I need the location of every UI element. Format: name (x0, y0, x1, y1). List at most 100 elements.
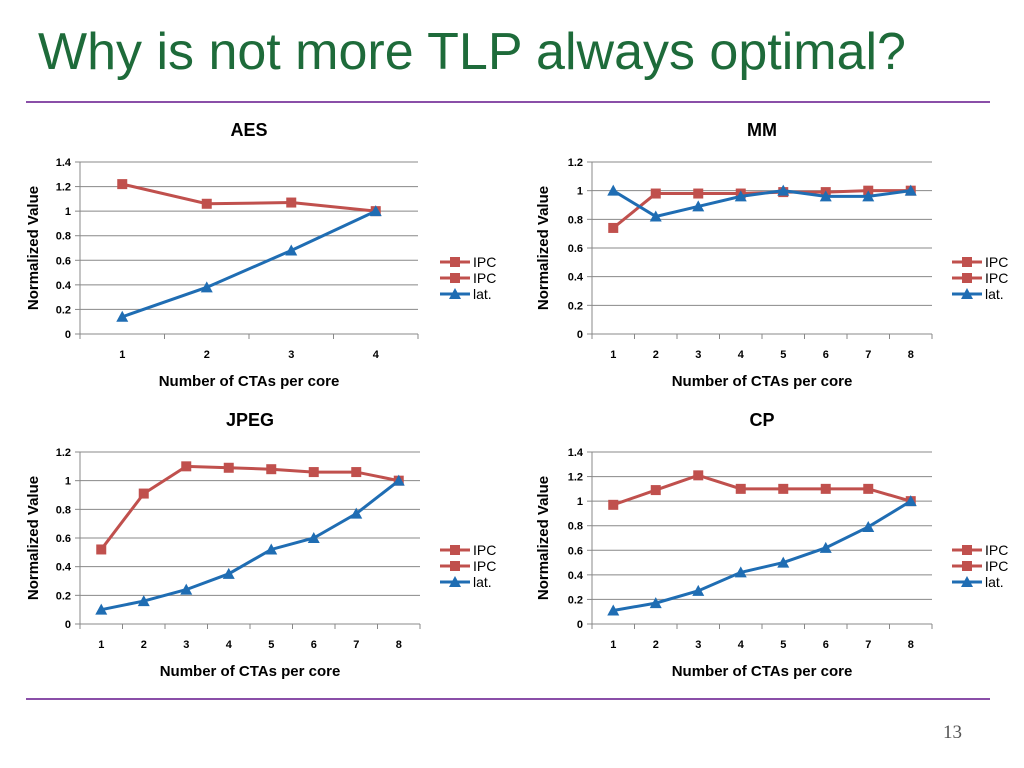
data-point-lat (862, 520, 875, 532)
data-point-lat (819, 190, 832, 202)
data-point-lat (734, 566, 747, 578)
data-point-ipc (863, 483, 874, 494)
y-tick-label: 1.4 (56, 157, 72, 169)
data-point-lat (222, 567, 235, 579)
data-point-lat (116, 310, 129, 322)
legend-label: lat. (985, 574, 1004, 590)
y-tick-label: 0.6 (56, 533, 71, 545)
x-tick-label: 7 (353, 639, 359, 651)
chart-mm: MM 0 0.2 0.4 0.6 0.8 1 1.2 1 2 3 4 5 6 7 8 Number of CTA… (535, 120, 1008, 390)
y-axis-label: Normalized Value (535, 476, 552, 600)
chart-title: MM (747, 120, 777, 140)
x-tick-label: 3 (695, 639, 701, 651)
data-point-ipc (181, 461, 192, 472)
y-tick-label: 0.4 (568, 570, 584, 582)
y-tick-label: 0 (577, 329, 583, 341)
data-point-lat (692, 584, 705, 596)
data-point-lat (904, 495, 917, 507)
x-tick-label: 5 (268, 639, 274, 651)
legend-label: IPC (473, 558, 496, 574)
legend-marker-ipc (962, 561, 972, 571)
data-point-ipc (608, 222, 619, 233)
y-tick-label: 0 (65, 329, 71, 341)
data-point-ipc (735, 483, 746, 494)
data-point-ipc (223, 462, 234, 473)
data-point-ipc (820, 483, 831, 494)
x-axis-label: Number of CTAs per core (672, 663, 853, 680)
legend-label: IPC (473, 542, 496, 558)
data-point-lat (137, 595, 150, 607)
y-tick-label: 1.4 (568, 447, 584, 459)
x-tick-label: 1 (610, 639, 616, 651)
data-point-lat (777, 184, 790, 196)
legend-label: IPC (985, 558, 1008, 574)
y-tick-label: 0.8 (568, 521, 583, 533)
y-tick-label: 0.2 (56, 304, 71, 316)
chart-title: CP (749, 410, 774, 430)
data-point-ipc (96, 544, 107, 555)
x-tick-label: 3 (288, 349, 294, 361)
data-point-ipc (266, 464, 277, 475)
data-point-ipc (138, 488, 149, 499)
data-point-lat (607, 184, 620, 196)
x-tick-label: 2 (653, 639, 659, 651)
data-point-lat (649, 210, 662, 222)
y-axis-label: Normalized Value (25, 186, 42, 310)
data-point-ipc (650, 485, 661, 496)
chart-jpeg: JPEG 0 0.2 0.4 0.6 0.8 1 1.2 1 2 3 4 5 6 7 8 Number of C… (25, 410, 496, 680)
data-point-lat (819, 541, 832, 553)
data-point-lat (649, 597, 662, 609)
y-axis-label: Normalized Value (25, 476, 42, 600)
y-tick-label: 0.2 (56, 590, 71, 602)
legend-marker-lat (961, 576, 973, 587)
y-tick-label: 0.2 (568, 594, 583, 606)
y-tick-label: 1 (65, 476, 71, 488)
data-point-ipc (693, 188, 704, 199)
legend-marker-ipc (962, 545, 972, 555)
x-tick-label: 3 (183, 639, 189, 651)
x-tick-label: 4 (373, 349, 380, 361)
data-point-ipc (608, 499, 619, 510)
data-point-lat (265, 543, 278, 555)
series-line-lat (612, 189, 911, 219)
legend-marker-ipc (450, 545, 460, 555)
data-point-ipc (286, 197, 297, 208)
legend-marker-lat (961, 288, 973, 299)
series-line-lat (612, 499, 912, 612)
x-tick-label: 6 (311, 639, 317, 651)
series-line-ipc (612, 473, 912, 507)
legend-label: lat. (985, 286, 1004, 302)
data-point-lat (307, 532, 320, 543)
legend-label: lat. (473, 574, 492, 590)
legend-label: lat. (473, 286, 492, 302)
legend-marker-ipc (450, 561, 460, 571)
data-point-ipc (778, 483, 789, 494)
legend-label: IPC (473, 254, 496, 270)
y-tick-label: 1.2 (568, 157, 583, 169)
y-tick-label: 1 (577, 496, 583, 508)
x-tick-label: 6 (823, 349, 829, 361)
x-axis-label: Number of CTAs per core (160, 663, 341, 680)
x-axis-label: Number of CTAs per core (672, 373, 853, 390)
legend-label: IPC (985, 542, 1008, 558)
legend-label: IPC (985, 270, 1008, 286)
y-axis-label: Normalized Value (535, 186, 552, 310)
x-tick-label: 4 (738, 639, 745, 651)
top-divider (26, 101, 990, 103)
data-point-ipc (308, 467, 319, 478)
x-tick-label: 4 (226, 639, 233, 651)
x-tick-label: 6 (823, 639, 829, 651)
slide-title: Why is not more TLP always optimal? (38, 23, 906, 81)
legend-marker-lat (449, 576, 461, 587)
y-tick-label: 1.2 (56, 447, 71, 459)
series-line-lat (121, 209, 377, 319)
x-tick-label: 2 (653, 349, 659, 361)
y-tick-label: 0.4 (56, 280, 72, 292)
y-tick-label: 1.2 (568, 472, 583, 484)
x-tick-label: 3 (695, 349, 701, 361)
data-point-ipc (650, 188, 661, 199)
x-tick-label: 2 (204, 349, 210, 361)
legend-marker-ipc (450, 273, 460, 283)
data-point-ipc (693, 470, 704, 481)
